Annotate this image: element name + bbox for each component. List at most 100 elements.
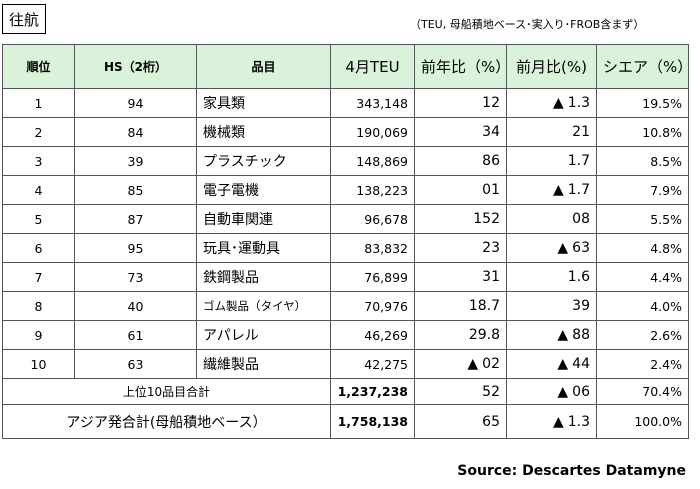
cell-share: 4.0% [596, 291, 689, 321]
table-row: 3 39 プラスチック 148,869 86 1.7 8.5% [2, 146, 689, 176]
cell-mom: 08 [506, 204, 597, 234]
table-row: 1 94 家具類 343,148 12 ▲ 1.3 19.5% [2, 88, 689, 118]
header-share: シエア（%） [596, 44, 689, 89]
cell-share: 5.5% [596, 204, 689, 234]
table-row: 2 84 機械類 190,069 34 21 10.8% [2, 117, 689, 147]
units-note: （TEU, 母船積地ベース･実入り･FROB含まず） [410, 18, 645, 31]
table-row: 7 73 鉄鋼製品 76,899 31 1.6 4.4% [2, 262, 689, 292]
table-row: 5 87 自動車関連 96,678 152 08 5.5% [2, 204, 689, 234]
cell-share: 4.4% [596, 262, 689, 292]
cell-item: アパレル [196, 320, 331, 350]
commodity-table: 順位 HS（2桁） 品目 4月TEU 前年比（%） 前月比(%) シエア（%） … [2, 44, 689, 439]
header-yoy: 前年比（%） [414, 44, 507, 89]
cell-item: 玩具･運動具 [196, 233, 331, 263]
table-row: 4 85 電子電機 138,223 01 ▲ 1.7 7.9% [2, 175, 689, 205]
cell-rank: 8 [2, 291, 75, 321]
cell-hs: 84 [74, 117, 197, 147]
cell-teu: 70,976 [330, 291, 415, 321]
cell-rank: 5 [2, 204, 75, 234]
cell-mom: ▲ 1.3 [506, 88, 597, 118]
cell-teu: 83,832 [330, 233, 415, 263]
cell-mom: ▲ 1.7 [506, 175, 597, 205]
total-top10-share: 70.4% [596, 378, 689, 405]
cell-item: 自動車関連 [196, 204, 331, 234]
cell-teu: 138,223 [330, 175, 415, 205]
cell-teu: 76,899 [330, 262, 415, 292]
decrease-triangle-icon: ▲ [557, 383, 569, 400]
header-hs: HS（2桁） [74, 44, 197, 89]
cell-rank: 6 [2, 233, 75, 263]
cell-yoy: 34 [414, 117, 507, 147]
total-asia-share: 100.0% [596, 404, 689, 439]
cell-teu: 148,869 [330, 146, 415, 176]
cell-rank: 1 [2, 88, 75, 118]
cell-yoy: 31 [414, 262, 507, 292]
cell-hs: 40 [74, 291, 197, 321]
decrease-triangle-icon: ▲ [557, 240, 569, 256]
header-item: 品目 [196, 44, 331, 89]
total-row-asia: アジア発合計(母船積地ベース） 1,758,138 65 ▲ 1.3 100.0% [2, 404, 689, 439]
cell-rank: 2 [2, 117, 75, 147]
cell-mom: ▲ 88 [506, 320, 597, 350]
cell-yoy: 152 [414, 204, 507, 234]
cell-teu: 343,148 [330, 88, 415, 118]
cell-mom: 39 [506, 291, 597, 321]
cell-hs: 85 [74, 175, 197, 205]
decrease-triangle-icon: ▲ [552, 182, 564, 198]
header-row: 順位 HS（2桁） 品目 4月TEU 前年比（%） 前月比(%) シエア（%） [2, 44, 689, 89]
cell-item: 繊維製品 [196, 349, 331, 379]
cell-yoy: 86 [414, 146, 507, 176]
cell-item: 家具類 [196, 88, 331, 118]
decrease-triangle-icon: ▲ [552, 95, 564, 111]
cell-hs: 39 [74, 146, 197, 176]
cell-share: 19.5% [596, 88, 689, 118]
total-top10-teu: 1,237,238 [330, 378, 415, 405]
cell-share: 2.6% [596, 320, 689, 350]
cell-mom: ▲ 63 [506, 233, 597, 263]
cell-share: 8.5% [596, 146, 689, 176]
table-row: 9 61 アパレル 46,269 29.8 ▲ 88 2.6% [2, 320, 689, 350]
cell-hs: 95 [74, 233, 197, 263]
cell-yoy: 01 [414, 175, 507, 205]
cell-hs: 94 [74, 88, 197, 118]
cell-hs: 73 [74, 262, 197, 292]
cell-item: ゴム製品（タイヤ） [196, 291, 331, 321]
cell-rank: 10 [2, 349, 75, 379]
cell-share: 10.8% [596, 117, 689, 147]
cell-teu: 46,269 [330, 320, 415, 350]
cell-hs: 87 [74, 204, 197, 234]
table-row: 10 63 繊維製品 42,275 ▲ 02 ▲ 44 2.4% [2, 349, 689, 379]
cell-yoy: 23 [414, 233, 507, 263]
cell-share: 7.9% [596, 175, 689, 205]
cell-rank: 3 [2, 146, 75, 176]
decrease-triangle-icon: ▲ [467, 356, 479, 372]
cell-item: プラスチック [196, 146, 331, 176]
cell-yoy: 29.8 [414, 320, 507, 350]
cell-yoy: ▲ 02 [414, 349, 507, 379]
total-asia-teu: 1,758,138 [330, 404, 415, 439]
total-top10-yoy: 52 [414, 378, 507, 405]
table-row: 6 95 玩具･運動具 83,832 23 ▲ 63 4.8% [2, 233, 689, 263]
total-asia-label: アジア発合計(母船積地ベース） [2, 404, 331, 439]
cell-mom: 1.6 [506, 262, 597, 292]
header-teu: 4月TEU [330, 44, 415, 89]
cell-rank: 9 [2, 320, 75, 350]
decrease-triangle-icon: ▲ [557, 327, 569, 343]
cell-teu: 190,069 [330, 117, 415, 147]
total-asia-yoy: 65 [414, 404, 507, 439]
cell-hs: 63 [74, 349, 197, 379]
cell-yoy: 18.7 [414, 291, 507, 321]
cell-rank: 7 [2, 262, 75, 292]
header-rank: 順位 [2, 44, 75, 89]
cell-yoy: 12 [414, 88, 507, 118]
direction-badge: 往航 [2, 4, 46, 34]
cell-share: 2.4% [596, 349, 689, 379]
cell-teu: 42,275 [330, 349, 415, 379]
cell-item: 電子電機 [196, 175, 331, 205]
header-mom: 前月比(%) [506, 44, 597, 89]
total-top10-label: 上位10品目合計 [2, 378, 331, 405]
total-asia-mom: ▲ 1.3 [506, 404, 597, 439]
cell-teu: 96,678 [330, 204, 415, 234]
source-credit: Source: Descartes Datamyne [457, 463, 686, 479]
cell-rank: 4 [2, 175, 75, 205]
